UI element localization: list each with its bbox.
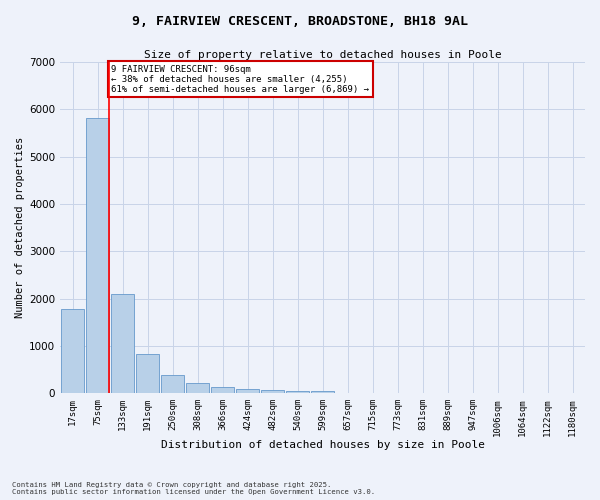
Bar (161, 375, 184, 394)
X-axis label: Distribution of detached houses by size in Poole: Distribution of detached houses by size … (161, 440, 485, 450)
Bar (112, 294, 134, 394)
Title: Size of property relative to detached houses in Poole: Size of property relative to detached ho… (144, 50, 502, 60)
Text: Contains HM Land Registry data © Crown copyright and database right 2025.
Contai: Contains HM Land Registry data © Crown c… (12, 482, 375, 495)
Text: 9, FAIRVIEW CRESCENT, BROADSTONE, BH18 9AL: 9, FAIRVIEW CRESCENT, BROADSTONE, BH18 9… (132, 15, 468, 28)
Bar (262, 390, 284, 394)
Bar (187, 383, 209, 394)
Y-axis label: Number of detached properties: Number of detached properties (15, 137, 25, 318)
Bar (286, 390, 309, 394)
Bar (211, 387, 234, 394)
Bar (61, 309, 84, 394)
Bar (136, 354, 159, 394)
Bar (236, 388, 259, 394)
Bar (311, 391, 334, 394)
Text: 9 FAIRVIEW CRESCENT: 96sqm
← 38% of detached houses are smaller (4,255)
61% of s: 9 FAIRVIEW CRESCENT: 96sqm ← 38% of deta… (112, 64, 370, 94)
Bar (86, 118, 109, 394)
